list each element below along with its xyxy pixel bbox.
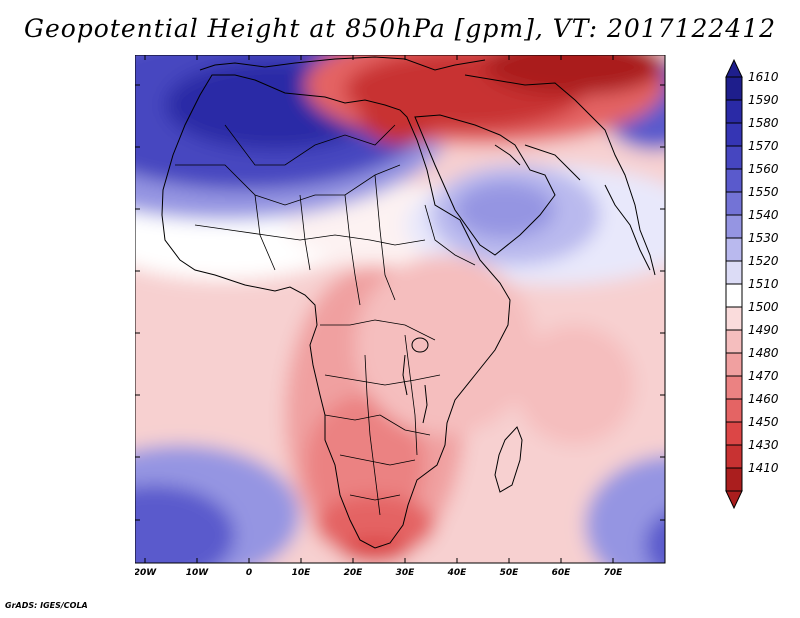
colorbar-segment bbox=[725, 214, 743, 239]
colorbar-label: 1610 bbox=[748, 70, 779, 84]
colorbar-label: 1480 bbox=[748, 346, 779, 360]
colorbar-segment bbox=[725, 329, 743, 354]
colorbar-label: 1520 bbox=[748, 254, 779, 268]
colorbar-segment bbox=[725, 168, 743, 193]
lon-label: 20E bbox=[344, 568, 364, 575]
colorbar-label: 1500 bbox=[748, 300, 779, 314]
colorbar-label: 1570 bbox=[748, 139, 779, 153]
lon-label: 30E bbox=[396, 568, 416, 575]
colorbar-label: 1530 bbox=[748, 231, 779, 245]
lon-label: 40E bbox=[447, 568, 468, 575]
colorbar-segment bbox=[725, 375, 743, 400]
colorbar-label: 1510 bbox=[748, 277, 779, 291]
map-panel: 40N30N20N10NEQ10S20S30S20W10W010E20E30E4… bbox=[135, 55, 779, 575]
lon-label: 20W bbox=[135, 568, 157, 575]
lon-label: 50E bbox=[500, 568, 520, 575]
colorbar-segment bbox=[725, 283, 743, 308]
colorbar-segment bbox=[725, 145, 743, 170]
colorbar-segment bbox=[725, 122, 743, 147]
colorbar-label: 1560 bbox=[748, 162, 779, 176]
colorbar-segment bbox=[725, 76, 743, 101]
colorbar-segment bbox=[725, 467, 743, 492]
colorbar-label: 1470 bbox=[748, 369, 779, 383]
colorbar-bottom-arrow bbox=[725, 490, 743, 510]
colorbar-top-arrow bbox=[725, 58, 743, 78]
grads-credit: GrADS: IGES/COLA bbox=[5, 601, 88, 610]
colorbar-segment bbox=[725, 306, 743, 331]
chart-title: Geopotential Height at 850hPa [gpm], VT:… bbox=[23, 14, 777, 43]
colorbar-label: 1580 bbox=[748, 116, 779, 130]
colorbar-label: 1590 bbox=[748, 93, 779, 107]
colorbar-label: 1460 bbox=[748, 392, 779, 406]
colorbar-segment bbox=[725, 398, 743, 423]
map-ticks: 40N30N20N10NEQ10S20S30S20W10W010E20E30E4… bbox=[135, 55, 665, 575]
lon-label: 10E bbox=[292, 568, 312, 575]
colorbar-segment bbox=[725, 444, 743, 469]
colorbar-label: 1540 bbox=[748, 208, 779, 222]
colorbar-segment bbox=[725, 260, 743, 285]
colorbar-label: 1490 bbox=[748, 323, 779, 337]
height-field bbox=[135, 55, 665, 563]
colorbar: 1610 1590 1580 1570 1560 1550 1540 1530 1520 1510… bbox=[725, 58, 779, 510]
lon-label: 70E bbox=[604, 568, 624, 575]
colorbar-segment bbox=[725, 191, 743, 216]
colorbar-label: 1550 bbox=[748, 185, 779, 199]
lakes bbox=[402, 337, 429, 424]
colorbar-segment bbox=[725, 352, 743, 377]
country-borders bbox=[175, 124, 476, 516]
colorbar-label: 1450 bbox=[748, 415, 779, 429]
lon-label: 10W bbox=[186, 568, 210, 575]
lon-label: 0 bbox=[246, 568, 252, 575]
map-frame bbox=[135, 55, 666, 564]
colorbar-segment bbox=[725, 99, 743, 124]
coastlines bbox=[161, 56, 656, 549]
colorbar-segment bbox=[725, 421, 743, 446]
lon-label: 60E bbox=[552, 568, 572, 575]
colorbar-label: 1430 bbox=[748, 438, 779, 452]
colorbar-segment bbox=[725, 237, 743, 262]
colorbar-label: 1410 bbox=[748, 461, 779, 475]
